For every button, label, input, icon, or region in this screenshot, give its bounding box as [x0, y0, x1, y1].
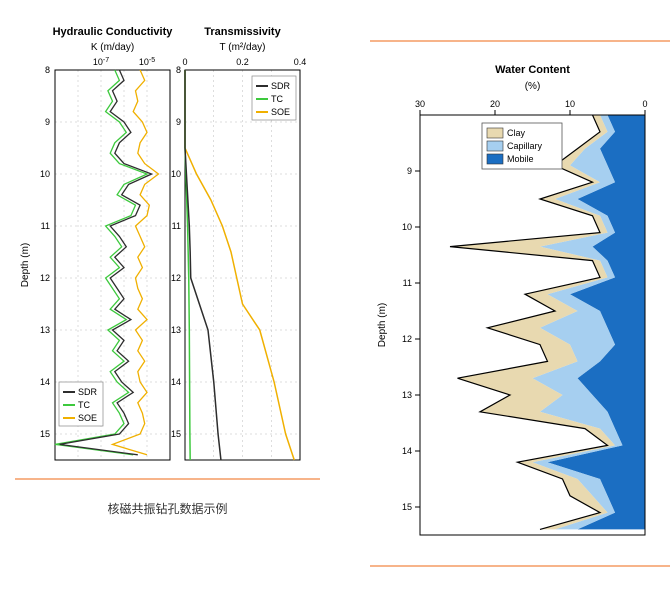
ytick-label: 15 [402, 502, 412, 512]
legend-label: SOE [271, 107, 290, 117]
legend-label: Capillary [507, 141, 543, 151]
legend-label: SOE [78, 413, 97, 423]
ytick-label: 14 [40, 377, 50, 387]
rule-below-left [15, 478, 320, 480]
ytick-label: 13 [171, 325, 181, 335]
xtick-label: 0 [182, 57, 187, 67]
caption-text: 核磁共振钻孔数据示例 [15, 500, 320, 517]
legend-label: TC [271, 94, 283, 104]
legend-label: SDR [271, 81, 291, 91]
ytick-label: 15 [40, 429, 50, 439]
legend-label: Clay [507, 128, 526, 138]
xtick-label: 0 [642, 99, 647, 109]
ytick-label: 15 [171, 429, 181, 439]
ytick-label: 9 [176, 117, 181, 127]
transmissivity-soe-line [185, 70, 294, 460]
hydraulic-title: Hydraulic Conductivity [53, 26, 174, 38]
ytick-label: 9 [45, 117, 50, 127]
legend-label: Mobile [507, 154, 534, 164]
water-content-subtitle: (%) [525, 81, 541, 92]
ytick-label: 12 [402, 334, 412, 344]
legend-label: SDR [78, 387, 98, 397]
ytick-label: 11 [172, 221, 181, 231]
legend-label: TC [78, 400, 90, 410]
xtick-label: 30 [415, 99, 425, 109]
xtick-label: 10-5 [139, 57, 155, 68]
rule-top-right [370, 40, 670, 42]
ytick-label: 9 [407, 166, 412, 176]
transmissivity-title: Transmissivity [204, 26, 281, 38]
xtick-label: 10 [565, 99, 575, 109]
ytick-label: 13 [40, 325, 50, 335]
xtick-label: 10-7 [93, 57, 109, 68]
legend-swatch [487, 128, 503, 138]
transmissivity-subtitle: T (m²/day) [220, 42, 266, 53]
ytick-label: 13 [402, 390, 412, 400]
xtick-label: 0.2 [236, 57, 249, 67]
depth-axis-label: Depth (m) [20, 243, 31, 287]
ytick-label: 14 [171, 377, 181, 387]
ytick-label: 8 [176, 65, 181, 75]
ytick-label: 12 [171, 273, 181, 283]
ytick-label: 12 [40, 273, 50, 283]
rule-below-right [370, 565, 670, 567]
ytick-label: 14 [402, 446, 412, 456]
legend-swatch [487, 141, 503, 151]
ytick-label: 10 [171, 169, 181, 179]
xtick-label: 0.4 [294, 57, 307, 67]
transmissivity-tc-line [185, 70, 190, 460]
water-content-title: Water Content [495, 64, 570, 76]
legend-swatch [487, 154, 503, 164]
xtick-label: 20 [490, 99, 500, 109]
hydraulic-subtitle: K (m/day) [91, 42, 134, 53]
ytick-label: 8 [45, 65, 50, 75]
left-panel-charts: Hydraulic Conductivity K (m/day) Transmiss… [10, 20, 330, 470]
ytick-label: 11 [41, 221, 50, 231]
depth-axis-label: Depth (m) [377, 303, 388, 347]
ytick-label: 11 [403, 278, 412, 288]
ytick-label: 10 [40, 169, 50, 179]
ytick-label: 10 [402, 222, 412, 232]
right-panel-chart: Water Content (%) 30 20 10 0 9 10 11 12 13 14 15 Dept… [365, 55, 665, 555]
